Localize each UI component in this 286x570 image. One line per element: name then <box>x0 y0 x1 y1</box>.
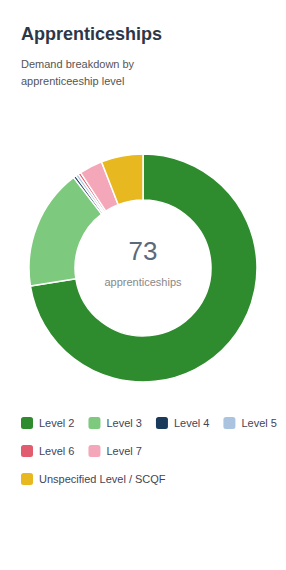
svg-text:Level 7: Level 7 <box>106 445 141 457</box>
svg-text:Level 3: Level 3 <box>106 417 141 429</box>
svg-text:Demand breakdown by: Demand breakdown by <box>21 58 135 70</box>
svg-text:Level 4: Level 4 <box>174 417 209 429</box>
svg-text:Level 5: Level 5 <box>241 417 276 429</box>
svg-text:Level 6: Level 6 <box>39 445 74 457</box>
svg-text:Apprenticeships: Apprenticeships <box>21 24 162 44</box>
svg-text:Level 2: Level 2 <box>39 417 74 429</box>
svg-text:73: 73 <box>129 236 158 266</box>
svg-text:apprenticeships: apprenticeships <box>104 276 182 288</box>
svg-text:apprenticeeship level: apprenticeeship level <box>21 75 124 87</box>
svg-text:Unspecified Level / SCQF: Unspecified Level / SCQF <box>39 473 166 485</box>
